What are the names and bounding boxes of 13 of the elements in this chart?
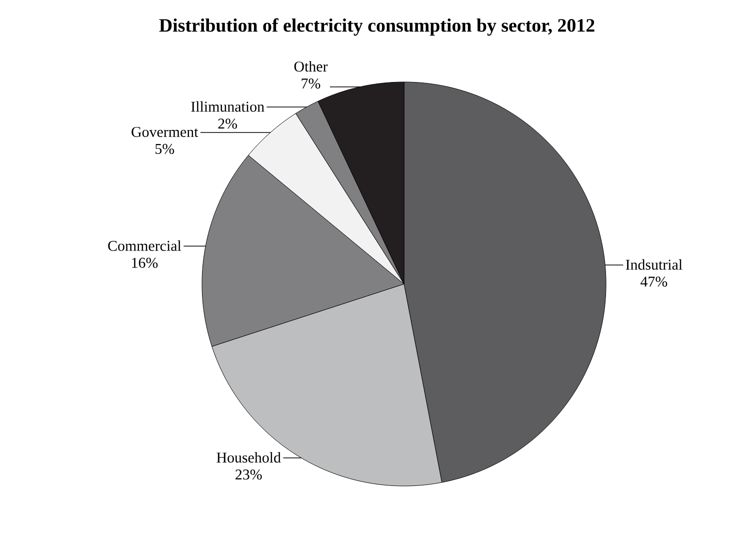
slice-label: Illimunation <box>191 101 264 112</box>
slice-label: Indsutrial <box>626 259 682 270</box>
data-label: 5% <box>156 144 174 154</box>
data-label: 7% <box>302 78 320 89</box>
chart-title: Distribution of electricity consumption by sector, 2012 <box>159 18 594 36</box>
data-label: 47% <box>640 276 668 287</box>
data-label: 16% <box>132 258 158 268</box>
data-label: 23% <box>236 469 262 480</box>
slice-label: Commercial <box>108 240 182 251</box>
data-label: 2% <box>218 118 238 129</box>
slice-label: Household <box>216 452 281 463</box>
slice-label: Goverment <box>132 126 198 137</box>
slice-label: Other <box>294 61 328 72</box>
